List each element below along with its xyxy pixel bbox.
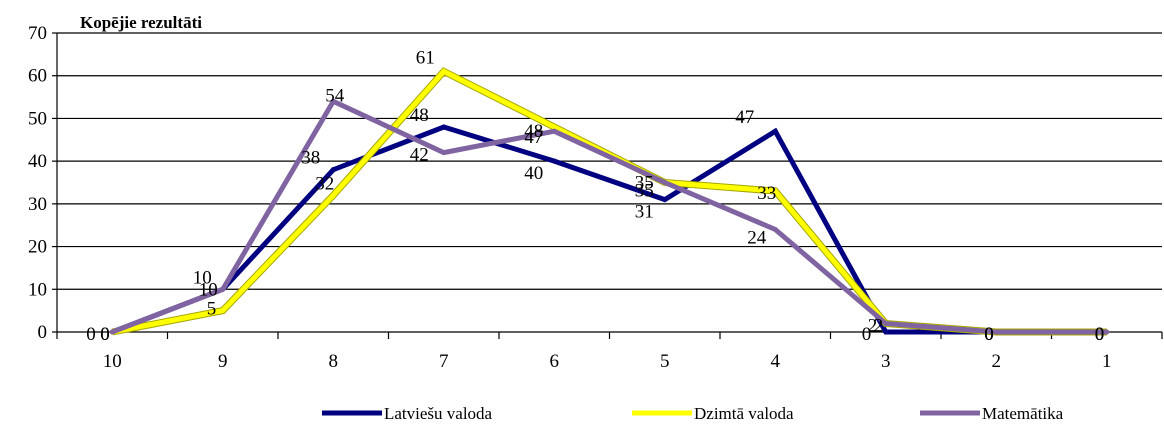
data-label: 2 [868, 315, 878, 336]
data-label: 54 [325, 85, 345, 106]
data-label: 0 [984, 324, 994, 345]
data-label: 47 [524, 127, 543, 148]
y-tick-label: 50 [28, 108, 47, 129]
x-axis: 10 9 8 7 6 5 4 3 2 1 [56, 33, 1163, 372]
x-tick-label: 4 [771, 351, 781, 372]
y-tick-label: 70 [28, 23, 47, 44]
x-tick-label: 8 [329, 351, 339, 372]
data-point [772, 128, 778, 134]
data-label: 0 [1095, 324, 1105, 345]
data-point [109, 329, 115, 335]
data-point [441, 68, 447, 74]
data-label: 0 [984, 324, 994, 345]
data-label: 5 [207, 299, 217, 320]
y-tick-label: 30 [28, 194, 47, 215]
data-label: 0 [984, 324, 994, 345]
data-label: 42 [410, 145, 429, 166]
y-tick-label: 40 [28, 151, 47, 172]
data-label: 38 [301, 148, 320, 169]
data-label: 2 [874, 315, 884, 336]
data-point [662, 180, 668, 185]
series-line-outline [111, 67, 1107, 336]
y-tick-label: 0 [38, 322, 48, 343]
legend-label: Matemātika [982, 404, 1064, 423]
data-label: 61 [416, 47, 435, 68]
data-label: 31 [635, 202, 654, 223]
y-tick-label: 10 [28, 279, 47, 300]
data-point [551, 128, 557, 134]
x-tick-label: 7 [439, 351, 449, 372]
data-point [1104, 329, 1110, 335]
series-line [111, 68, 1107, 335]
data-label: 10 [193, 267, 212, 288]
data-label: 0 [86, 324, 96, 345]
data-label: 40 [524, 163, 543, 184]
data-point [441, 124, 447, 130]
x-tick-label: 1 [1102, 351, 1112, 372]
data-point [330, 192, 336, 198]
data-label: 35 [635, 181, 654, 202]
data-label: 0 [862, 324, 872, 345]
series-line [111, 124, 1107, 335]
data-label: 0 [100, 324, 110, 345]
data-label: 48 [524, 121, 543, 142]
data-label: 0 [100, 324, 110, 345]
y-tick-label: 20 [28, 237, 47, 258]
data-label: 0 [1095, 324, 1105, 345]
data-point [551, 158, 557, 164]
x-tick-label: 2 [992, 351, 1002, 372]
x-tick-label: 5 [660, 351, 670, 372]
data-point [883, 320, 889, 326]
data-label: 24 [747, 227, 767, 248]
chart-title: Kopējie rezultāti [80, 13, 202, 32]
data-point [330, 167, 336, 173]
legend-label: Latviešu valoda [384, 404, 493, 423]
x-tick-label: 3 [881, 351, 891, 372]
data-point [883, 329, 889, 335]
data-point [993, 329, 999, 335]
series-lines [109, 67, 1110, 336]
data-point [551, 124, 557, 130]
data-label: 0 [1095, 324, 1105, 345]
y-axis-ticks: 0 10 20 30 40 50 60 70 [28, 23, 57, 343]
data-label: 10 [199, 279, 218, 300]
legend-label: Dzimtā valoda [694, 404, 794, 423]
data-point [662, 197, 668, 203]
legend: Latviešu valoda Dzimtā valoda Matemātika [322, 404, 1064, 423]
data-point [772, 226, 778, 232]
data-label: 48 [410, 105, 429, 126]
data-point [220, 308, 226, 314]
x-tick-label: 10 [103, 351, 122, 372]
x-tick-label: 9 [218, 351, 228, 372]
series-line [111, 98, 1107, 335]
data-point [441, 150, 447, 156]
data-label: 33 [757, 183, 776, 204]
data-label: 35 [635, 173, 654, 194]
data-point [772, 188, 778, 194]
data-label: 32 [315, 173, 334, 194]
data-point [220, 286, 226, 292]
x-tick-label: 6 [550, 351, 560, 372]
data-point [330, 98, 336, 104]
data-label: 47 [735, 107, 754, 128]
y-tick-label: 60 [28, 66, 47, 87]
